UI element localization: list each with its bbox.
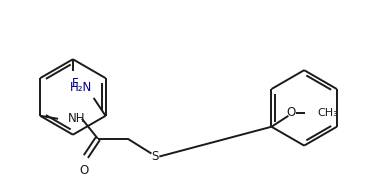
Text: F: F xyxy=(72,77,78,90)
Text: O: O xyxy=(79,164,89,177)
Text: O: O xyxy=(287,106,296,119)
Text: NH: NH xyxy=(68,112,85,125)
Text: CH₃: CH₃ xyxy=(317,108,338,118)
Text: S: S xyxy=(152,150,159,163)
Text: H₂N: H₂N xyxy=(69,81,92,94)
